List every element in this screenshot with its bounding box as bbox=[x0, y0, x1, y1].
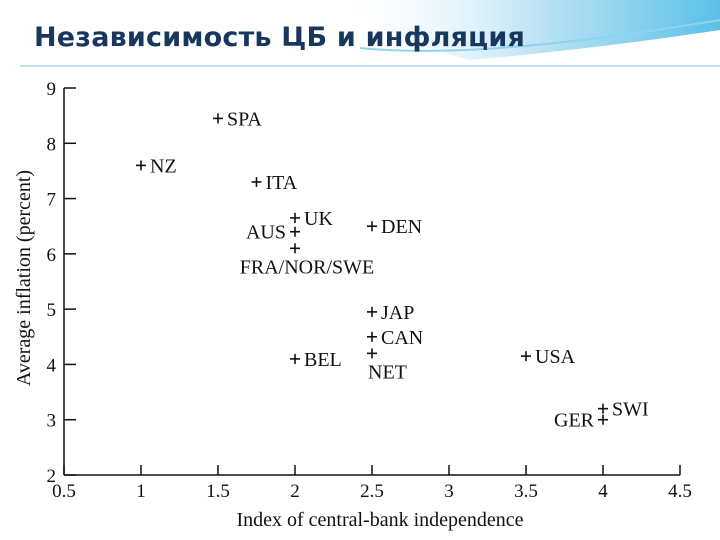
y-tick-label: 2 bbox=[47, 466, 57, 487]
point-label: UK bbox=[304, 208, 333, 230]
point-label: BEL bbox=[304, 349, 342, 371]
data-point: DEN bbox=[367, 216, 422, 238]
x-tick-label: 3 bbox=[444, 481, 454, 502]
data-point: AUS bbox=[246, 222, 300, 244]
x-tick-label: 2.5 bbox=[360, 481, 384, 502]
y-tick-label: 8 bbox=[47, 134, 57, 155]
axes: 0.5 1 1.5 2 2.5 3 3.5 4 4.5 2 3 4 5 6 7 8 9 bbox=[47, 79, 692, 502]
point-label: SWI bbox=[612, 399, 649, 421]
page-title: Независимость ЦБ и инфляция bbox=[34, 22, 525, 53]
data-point: SWI bbox=[598, 399, 649, 421]
data-point: NZ bbox=[136, 155, 177, 177]
point-label: DEN bbox=[381, 216, 422, 238]
header-decoration bbox=[20, 0, 720, 67]
y-axis-label: Average inflation (percent) bbox=[13, 170, 35, 386]
data-point: UK bbox=[290, 208, 333, 230]
data-point: USA bbox=[521, 346, 576, 368]
y-tick-label: 9 bbox=[47, 79, 57, 100]
data-point: SPA bbox=[213, 108, 262, 130]
point-label: FRA/NOR/SWE bbox=[240, 256, 374, 278]
point-label: CAN bbox=[381, 327, 423, 349]
x-tick-label: 3.5 bbox=[514, 481, 538, 502]
point-label: NET bbox=[368, 361, 407, 383]
point-label: USA bbox=[535, 346, 576, 368]
header-wave bbox=[330, 0, 720, 60]
point-label: ITA bbox=[266, 172, 298, 194]
point-label: NZ bbox=[150, 155, 177, 177]
data-point: NET bbox=[367, 348, 407, 383]
point-label: AUS bbox=[246, 222, 286, 244]
data-point: CAN bbox=[367, 327, 423, 349]
x-tick-label: 0.5 bbox=[52, 481, 76, 502]
x-tick-label: 4 bbox=[598, 481, 608, 502]
point-label: SPA bbox=[227, 108, 262, 130]
y-tick-label: 4 bbox=[47, 355, 57, 376]
x-tick-label: 4.5 bbox=[668, 481, 692, 502]
data-point: BEL bbox=[290, 349, 342, 371]
data-point: GER bbox=[554, 410, 608, 432]
point-label: GER bbox=[554, 410, 595, 432]
x-axis-label: Index of central-bank independence bbox=[236, 509, 523, 531]
data-point: FRA/NOR/SWE bbox=[240, 243, 374, 278]
data-point: JAP bbox=[367, 302, 414, 324]
y-tick-label: 3 bbox=[47, 411, 57, 432]
data-point: ITA bbox=[251, 172, 298, 194]
y-tick-label: 7 bbox=[47, 190, 57, 211]
data-points: SPA NZ ITA UK AUS FRA/NOR/SWE DEN JAP CAN NET BEL U… bbox=[136, 108, 649, 432]
point-label: JAP bbox=[381, 302, 414, 324]
y-tick-label: 5 bbox=[47, 300, 57, 321]
x-tick-label: 1 bbox=[136, 481, 146, 502]
x-tick-label: 2 bbox=[290, 481, 300, 502]
y-tick-label: 6 bbox=[47, 245, 57, 266]
header-wave-line bbox=[359, 19, 720, 52]
x-tick-label: 1.5 bbox=[206, 481, 230, 502]
